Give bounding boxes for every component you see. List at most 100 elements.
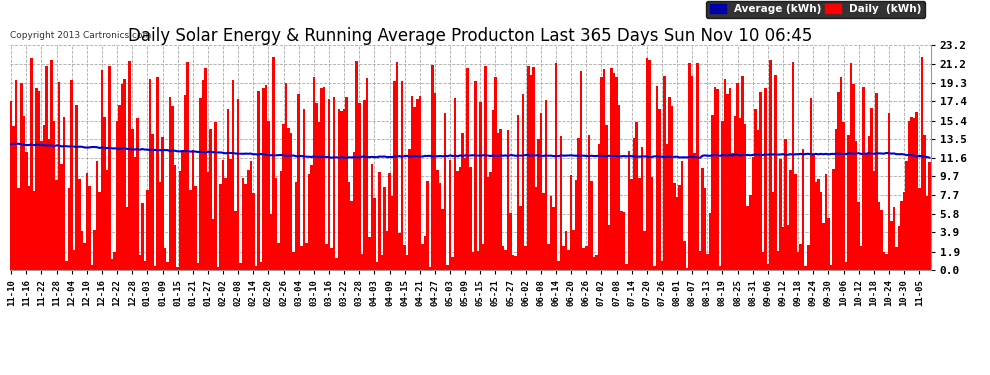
Bar	[381, 255, 383, 270]
Bar	[134, 156, 136, 270]
Bar	[532, 67, 535, 270]
Bar	[257, 91, 259, 270]
Bar	[605, 125, 608, 270]
Bar	[375, 261, 378, 270]
Bar	[202, 80, 204, 270]
Bar	[484, 66, 487, 270]
Bar	[530, 75, 532, 270]
Bar	[232, 80, 235, 270]
Bar	[709, 213, 711, 270]
Bar	[900, 201, 903, 270]
Bar	[227, 109, 230, 270]
Bar	[245, 184, 248, 270]
Bar	[898, 226, 900, 270]
Bar	[840, 77, 842, 270]
Bar	[111, 259, 113, 270]
Bar	[867, 136, 870, 270]
Bar	[434, 93, 437, 270]
Bar	[23, 116, 25, 270]
Bar	[693, 153, 696, 270]
Bar	[383, 188, 386, 270]
Bar	[248, 170, 249, 270]
Bar	[126, 207, 129, 270]
Bar	[262, 88, 264, 270]
Bar	[782, 227, 784, 270]
Bar	[479, 102, 481, 270]
Bar	[336, 258, 338, 270]
Bar	[535, 187, 538, 270]
Bar	[320, 87, 323, 270]
Bar	[28, 186, 30, 270]
Bar	[151, 134, 153, 270]
Bar	[83, 243, 85, 270]
Bar	[817, 179, 820, 270]
Bar	[784, 139, 787, 270]
Bar	[365, 78, 368, 270]
Bar	[158, 182, 161, 270]
Bar	[880, 210, 883, 270]
Bar	[20, 83, 23, 270]
Bar	[641, 147, 644, 270]
Bar	[671, 105, 673, 270]
Bar	[737, 82, 739, 270]
Bar	[771, 192, 774, 270]
Bar	[724, 80, 727, 270]
Bar	[502, 246, 504, 270]
Bar	[567, 250, 570, 270]
Bar	[350, 201, 353, 270]
Bar	[204, 68, 207, 270]
Bar	[269, 214, 272, 270]
Bar	[870, 108, 872, 270]
Bar	[633, 138, 636, 270]
Bar	[577, 138, 580, 270]
Bar	[214, 122, 217, 270]
Bar	[464, 158, 466, 270]
Bar	[237, 99, 240, 270]
Bar	[10, 101, 13, 270]
Bar	[665, 144, 668, 270]
Bar	[108, 66, 111, 270]
Bar	[391, 196, 393, 270]
Bar	[623, 212, 626, 270]
Bar	[727, 94, 729, 270]
Bar	[862, 87, 865, 270]
Bar	[810, 98, 812, 270]
Bar	[547, 244, 549, 270]
Bar	[562, 246, 565, 270]
Bar	[368, 237, 370, 270]
Bar	[207, 172, 209, 270]
Bar	[453, 98, 456, 270]
Bar	[549, 196, 552, 270]
Bar	[872, 171, 875, 270]
Bar	[610, 68, 613, 270]
Bar	[285, 83, 287, 270]
Bar	[13, 126, 15, 270]
Bar	[580, 71, 582, 270]
Bar	[25, 152, 28, 270]
Bar	[113, 252, 116, 270]
Bar	[885, 254, 888, 270]
Bar	[746, 207, 749, 270]
Bar	[272, 57, 275, 270]
Bar	[616, 78, 618, 270]
Bar	[572, 230, 575, 270]
Bar	[849, 63, 852, 270]
Bar	[393, 81, 396, 270]
Bar	[711, 115, 714, 270]
Bar	[57, 82, 60, 270]
Bar	[704, 188, 706, 270]
Bar	[119, 105, 121, 270]
Bar	[800, 244, 802, 270]
Bar	[444, 113, 446, 270]
Bar	[754, 108, 756, 270]
Bar	[46, 66, 48, 270]
Bar	[163, 248, 166, 270]
Bar	[911, 117, 913, 270]
Bar	[303, 109, 305, 270]
Bar	[835, 129, 838, 270]
Bar	[199, 98, 202, 270]
Bar	[492, 110, 494, 270]
Bar	[644, 231, 645, 270]
Bar	[805, 266, 807, 270]
Bar	[264, 85, 267, 270]
